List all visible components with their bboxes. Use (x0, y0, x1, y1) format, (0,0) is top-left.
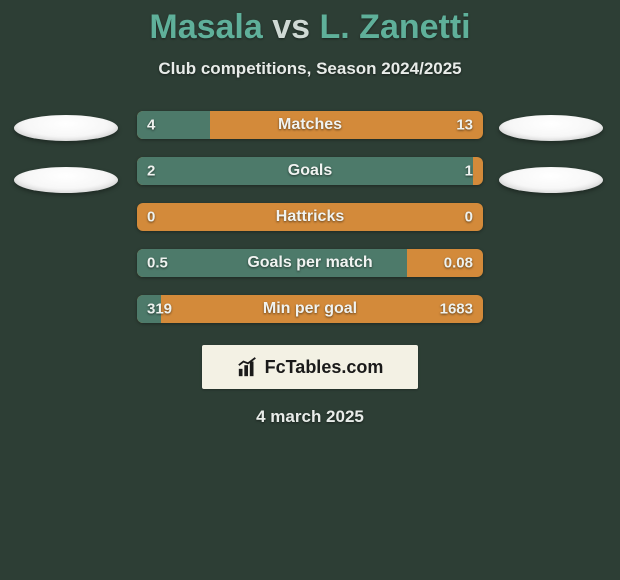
stat-value-right: 1 (465, 163, 473, 180)
stat-value-left: 4 (147, 117, 155, 134)
stats-wrap: 4 Matches 13 2 Goals 1 0 Hattricks 0 0.5 Goals per… (0, 111, 620, 323)
left-badge-column (11, 111, 121, 193)
player-right-name: L. Zanetti (320, 8, 471, 46)
stat-label: Hattricks (276, 208, 344, 226)
team-badge-placeholder (14, 115, 118, 141)
right-badge-column (499, 111, 609, 193)
stat-label: Goals (288, 162, 332, 180)
stat-bar: 0 Hattricks 0 (137, 203, 483, 231)
stat-bar: 319 Min per goal 1683 (137, 295, 483, 323)
stat-value-left: 2 (147, 163, 155, 180)
team-badge-placeholder (499, 115, 603, 141)
stat-value-right: 13 (456, 117, 473, 134)
stat-label: Goals per match (247, 254, 372, 272)
stat-value-right: 1683 (440, 301, 473, 318)
stat-bar: 0.5 Goals per match 0.08 (137, 249, 483, 277)
subtitle: Club competitions, Season 2024/2025 (0, 59, 620, 79)
page-title: Masala vs L. Zanetti (0, 8, 620, 47)
player-left-name: Masala (149, 8, 262, 46)
stat-value-left: 0 (147, 209, 155, 226)
stat-label: Min per goal (263, 300, 357, 318)
stat-value-left: 0.5 (147, 255, 168, 272)
comparison-bars: 4 Matches 13 2 Goals 1 0 Hattricks 0 0.5 Goals per… (137, 111, 483, 323)
stat-value-right: 0 (465, 209, 473, 226)
brand-text: FcTables.com (265, 357, 384, 378)
bar-chart-icon (237, 356, 259, 378)
stat-value-right: 0.08 (444, 255, 473, 272)
team-badge-placeholder (14, 167, 118, 193)
stat-label: Matches (278, 116, 342, 134)
comparison-card: Masala vs L. Zanetti Club competitions, … (0, 0, 620, 427)
stat-bar: 4 Matches 13 (137, 111, 483, 139)
vs-label: vs (272, 8, 310, 46)
stat-value-left: 319 (147, 301, 172, 318)
stat-bar: 2 Goals 1 (137, 157, 483, 185)
date-label: 4 march 2025 (0, 407, 620, 427)
brand-box[interactable]: FcTables.com (202, 345, 418, 389)
team-badge-placeholder (499, 167, 603, 193)
